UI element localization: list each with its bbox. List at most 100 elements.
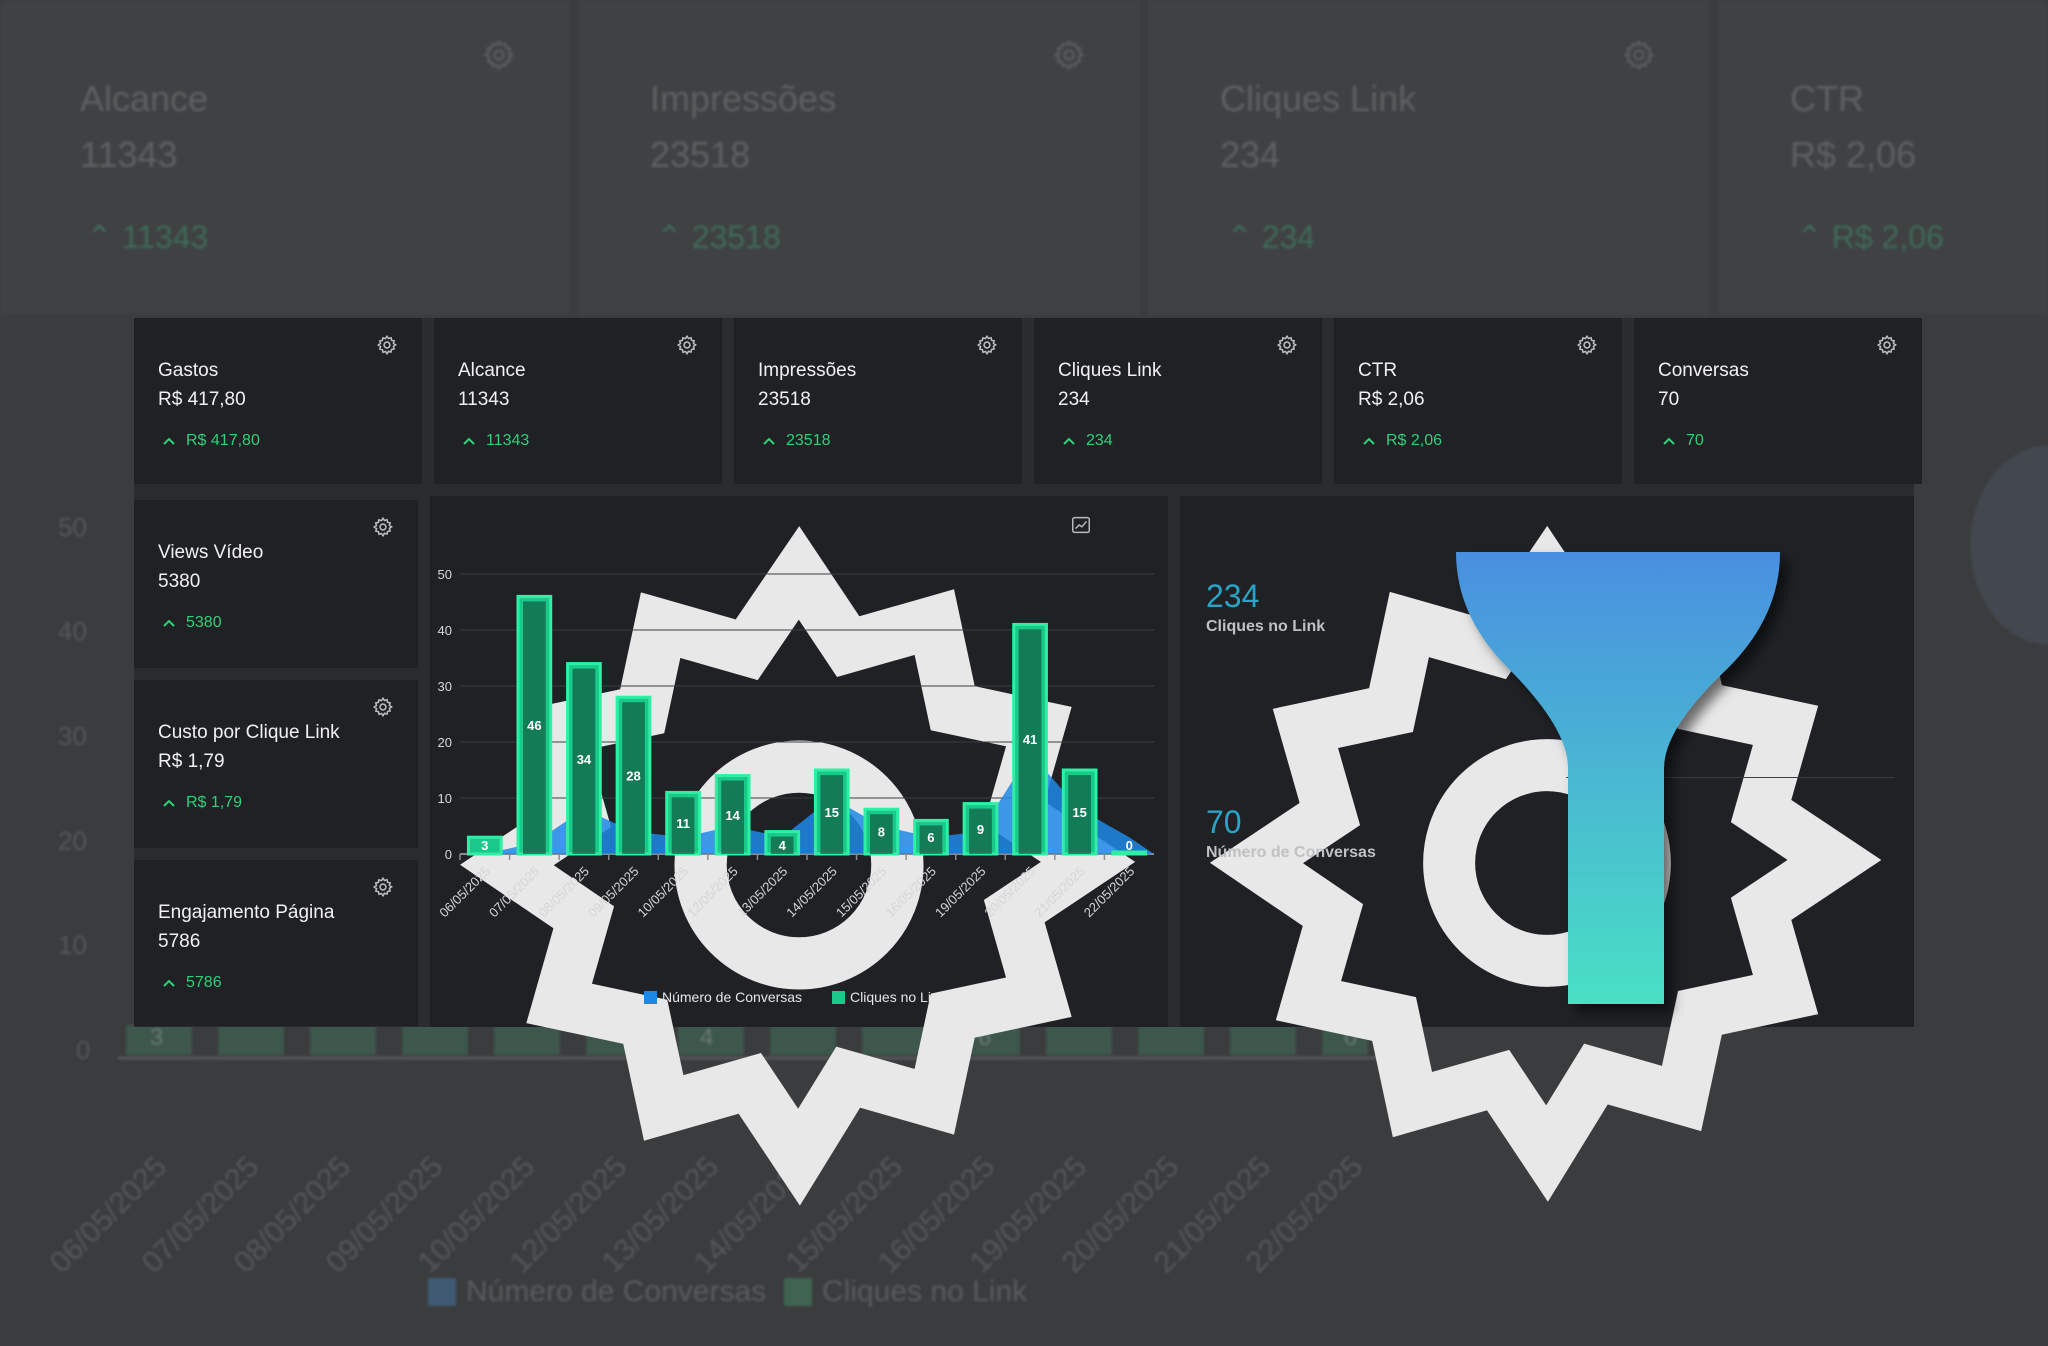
bg-kpi-title: CTR [1790, 78, 1864, 119]
conversas-area [460, 753, 1154, 854]
chevron-up-icon [163, 799, 175, 807]
bg-kpi-title: Cliques Link [1220, 78, 1417, 119]
kpi-card: Engajamento Página 5786 5786 [134, 860, 418, 1026]
kpi-trend: R$ 1,79 [162, 794, 242, 812]
bar[interactable] [466, 835, 503, 856]
kpi-trend-value: 234 [1086, 432, 1113, 449]
bg-kpi-trend-value: 23518 [691, 219, 781, 255]
bg-kpi-title: Impressões [650, 78, 837, 119]
bg-axis-tick: 0 [76, 1035, 91, 1065]
bg-bar-label: 3 [150, 1024, 164, 1051]
legend-swatch [784, 1278, 812, 1306]
kpi-value: 234 [1058, 389, 1090, 410]
gear-icon[interactable] [1876, 334, 1898, 356]
legend-swatch [644, 991, 657, 1004]
kpi-card: Views Vídeo 5380 5380 [134, 500, 418, 668]
kpi-title: Engajamento Página [158, 902, 335, 923]
kpi-card: CTR R$ 2,06 R$ 2,06 [1334, 318, 1622, 484]
x-tick-label: 12/05/2025 [684, 864, 741, 921]
bar-chart: 01020304050306/05/20254607/05/20253408/0… [436, 567, 1154, 1005]
legend-label[interactable]: Número de Conversas [662, 989, 802, 1005]
funnel-bottom-label: Número de Conversas [1206, 844, 1376, 861]
bar-value-label: 4 [779, 838, 787, 853]
dashboard-panel: Gastos R$ 417,80 R$ 417,80 Alcance 11343 1134… [134, 318, 1922, 1206]
gear-icon [1053, 39, 1085, 71]
gear-icon[interactable] [1276, 334, 1298, 356]
kpi-title: Gastos [158, 360, 219, 381]
bg-kpi-value: R$ 2,06 [1790, 134, 1917, 175]
legend-label[interactable]: Cliques no Link [850, 989, 947, 1005]
kpi-trend-value: R$ 2,06 [1386, 432, 1443, 449]
bar-inner-shade [622, 702, 645, 854]
kpi-trend-value: 23518 [786, 432, 831, 449]
bar-inner-shade [869, 814, 893, 854]
gear-icon[interactable] [376, 334, 398, 356]
gear-icon[interactable] [372, 516, 394, 538]
bar-value-label: 14 [725, 808, 740, 823]
funnel-shape [1456, 552, 1780, 1004]
bar[interactable] [1111, 850, 1148, 856]
bar-inner-shade [1068, 775, 1092, 854]
bar-inner-shade [919, 825, 943, 854]
kpi-card: Conversas 70 70 [1634, 318, 1922, 484]
x-tick-label: 20/05/2025 [982, 864, 1039, 921]
kpi-value: 70 [1658, 389, 1680, 410]
bg-legend-label: Número de Conversas [466, 1275, 767, 1308]
x-tick-label: 14/05/2025 [783, 864, 840, 921]
bg-axis-tick: 30 [58, 721, 87, 751]
kpi-value: 11343 [458, 389, 510, 410]
bg-kpi-title: Alcance [80, 78, 209, 119]
line-chart-icon[interactable] [1070, 514, 1092, 536]
chevron-up-icon [463, 437, 475, 445]
kpi-card: Cliques Link 234 234 [1034, 318, 1322, 484]
chevron-up-icon [763, 437, 775, 445]
kpi-title: CTR [1358, 360, 1398, 381]
kpi-trend-value: R$ 417,80 [186, 432, 260, 449]
y-tick-label: 10 [438, 791, 452, 806]
x-tick-label: 21/05/2025 [1031, 864, 1088, 921]
chevron-up-icon [1063, 437, 1075, 445]
kpi-trend-value: 5786 [186, 974, 222, 991]
funnel-path [1456, 552, 1780, 1004]
bg-kpi-card: Impressões 23518 ⌃ 23518 [578, 0, 1140, 315]
bar-value-label: 11 [676, 816, 690, 831]
bar-value-label: 15 [825, 805, 839, 820]
kpi-trend: 5380 [162, 614, 222, 632]
y-tick-label: 0 [445, 847, 452, 862]
kpi-trend: 5786 [162, 974, 222, 992]
x-tick-label: 22/05/2025 [1081, 864, 1138, 921]
x-tick-label: 16/05/2025 [882, 864, 939, 921]
gear-icon[interactable] [372, 876, 394, 898]
x-tick-label: 07/05/2025 [486, 864, 543, 921]
bg-axis-tick: 40 [58, 616, 87, 646]
gear-icon[interactable] [1576, 334, 1598, 356]
bar-inner-shade [1018, 629, 1042, 854]
funnel-divider [1566, 777, 1895, 778]
chevron-up-icon [1363, 437, 1375, 445]
x-tick-label: 10/05/2025 [635, 864, 692, 921]
gear-icon[interactable] [976, 334, 998, 356]
bar-inner-shade [770, 836, 794, 854]
bar-inner-shade [820, 775, 844, 854]
kpi-card: Gastos R$ 417,80 R$ 417,80 [134, 318, 422, 484]
legend-swatch [832, 991, 845, 1004]
bar-inner-shade [572, 668, 596, 854]
kpi-value: R$ 2,06 [1358, 389, 1425, 410]
bar-inner-shade [671, 797, 695, 854]
kpi-trend-value: R$ 1,79 [186, 794, 243, 811]
kpi-title: Impressões [758, 360, 857, 381]
bg-axis-tick: 10 [58, 930, 87, 960]
bg-legend-label: Cliques no Link [822, 1275, 1028, 1308]
bg-legend-item: Número de Conversas [428, 1275, 766, 1309]
bg-bar-label: 4 [700, 1024, 714, 1051]
kpi-trend: 11343 [462, 432, 529, 450]
bg-axis-tick: 50 [58, 512, 87, 542]
gear-icon[interactable] [676, 334, 698, 356]
kpi-card: Impressões 23518 23518 [734, 318, 1022, 484]
kpi-trend: 234 [1062, 432, 1113, 450]
kpi-card: Alcance 11343 11343 [434, 318, 722, 484]
bar-inner-shade [969, 808, 992, 854]
bg-kpi-trend-value: 11343 [121, 219, 209, 255]
gear-icon[interactable] [372, 696, 394, 718]
